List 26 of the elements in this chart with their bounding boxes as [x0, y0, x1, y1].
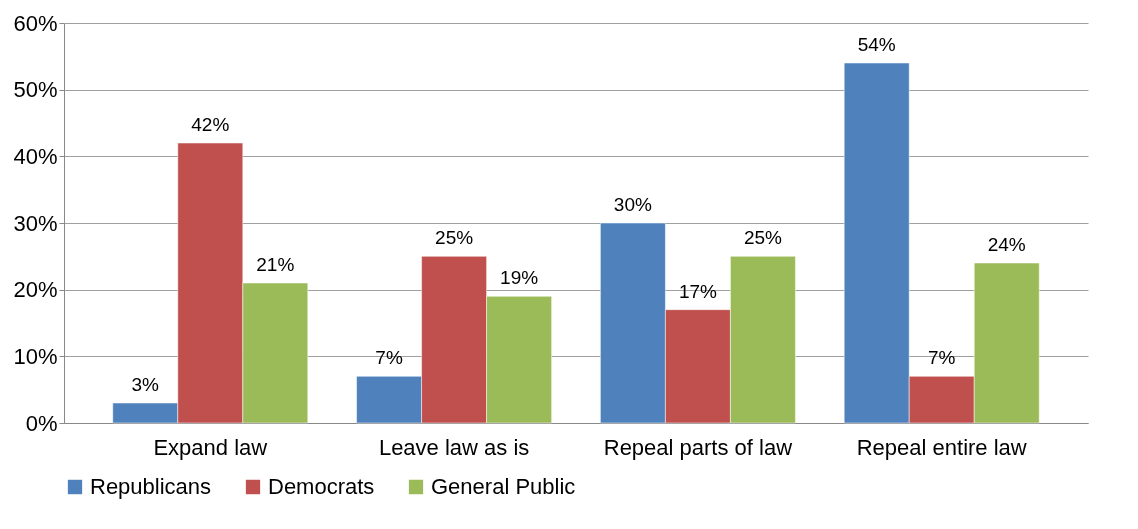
data-label: 25% [435, 227, 474, 249]
y-tick-label: 30% [13, 210, 58, 236]
data-label: 54% [857, 34, 896, 55]
y-tick-label: 50% [13, 77, 58, 103]
x-tick-label: Leave law as is [378, 434, 530, 460]
data-label: 21% [256, 254, 295, 275]
y-tick-label: 40% [13, 143, 58, 169]
data-label: 3% [131, 374, 160, 395]
legend-label: Republicans [90, 474, 212, 499]
y-tick-label: 10% [13, 343, 58, 369]
x-tick-label: Expand law [153, 434, 268, 460]
data-label: 19% [500, 267, 539, 289]
legend-label: Democrats [268, 474, 375, 499]
x-tick-label: Repeal parts of law [603, 434, 793, 460]
data-label: 24% [987, 234, 1026, 255]
y-tick-label: 0% [25, 410, 58, 436]
data-label: 42% [191, 114, 230, 135]
data-label: 17% [678, 280, 718, 302]
legend-label: General Public [431, 474, 576, 499]
data-label: 7% [927, 347, 956, 369]
y-tick-label: 60% [13, 10, 58, 36]
data-label: 7% [375, 347, 403, 369]
x-tick-label: Repeal entire law [856, 434, 1027, 460]
y-tick-label: 20% [13, 277, 58, 303]
data-label: 30% [613, 194, 653, 215]
data-label: 25% [743, 227, 783, 249]
